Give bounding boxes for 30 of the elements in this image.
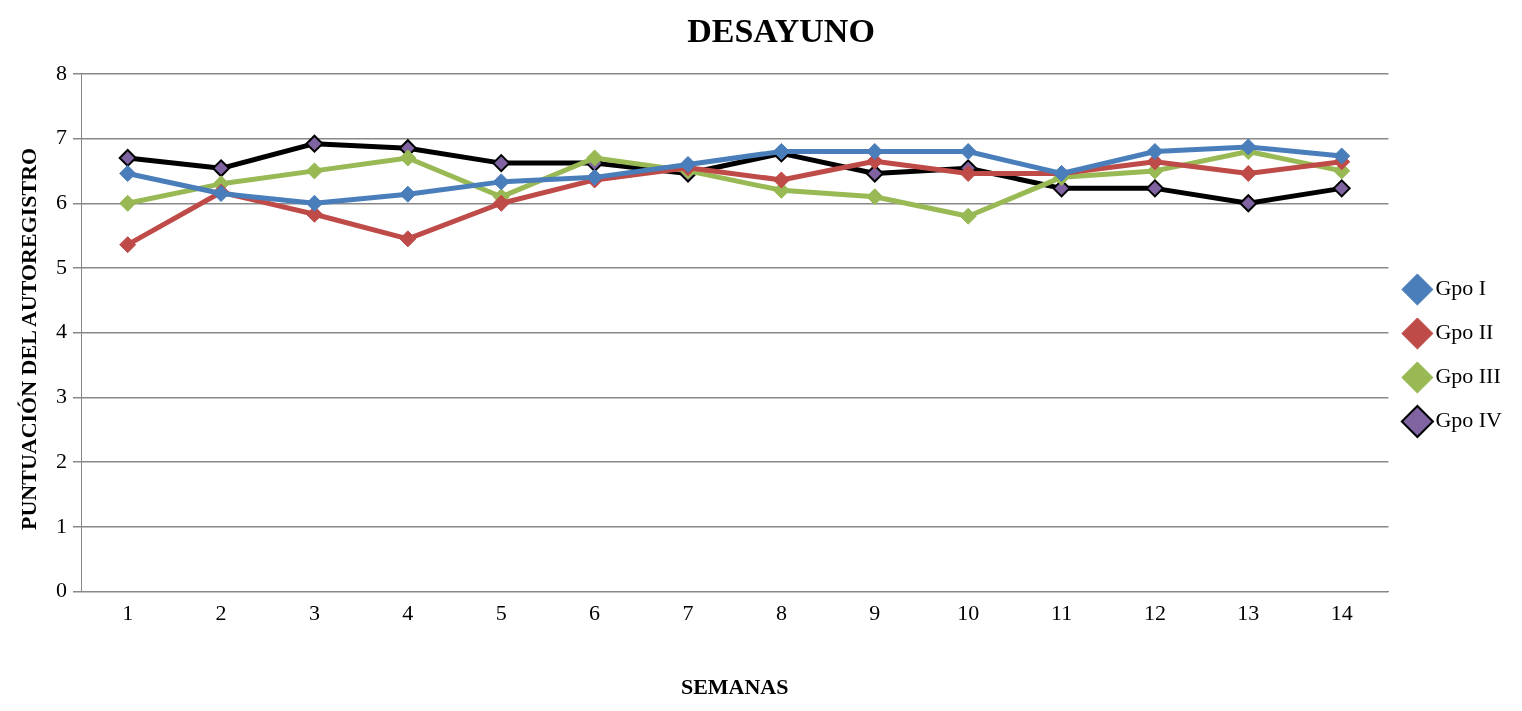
x-tick-label: 14 — [1330, 600, 1353, 626]
x-axis-title: SEMANAS — [680, 674, 789, 700]
y-tick-label: 6 — [56, 189, 67, 215]
y-tick-label: 2 — [56, 447, 67, 473]
x-tick-label: 12 — [1143, 600, 1166, 626]
x-tick-label: 5 — [495, 600, 507, 626]
x-tick-label: 3 — [308, 600, 320, 626]
y-tick-label: 4 — [56, 318, 67, 344]
x-tick-label: 9 — [869, 600, 881, 626]
x-tick-label: 6 — [589, 600, 601, 626]
y-tick-label: 3 — [56, 383, 67, 409]
x-tick-label: 4 — [402, 600, 414, 626]
x-tick-label: 1 — [122, 600, 134, 626]
y-tick-label: 0 — [56, 577, 67, 603]
y-tick-label: 1 — [56, 512, 67, 538]
chart-title: DESAYUNO — [687, 12, 875, 50]
y-tick-label: 5 — [56, 253, 67, 279]
x-tick-label: 11 — [1050, 600, 1073, 626]
x-tick-label: 13 — [1237, 600, 1260, 626]
y-axis-title: PUNTUACIÓN DEL AUTOREGISTRO — [15, 146, 42, 532]
legend-label: Gpo IV — [1435, 407, 1503, 433]
x-tick-label: 10 — [957, 600, 980, 626]
legend-label: Gpo II — [1435, 319, 1494, 345]
legend-label: Gpo III — [1435, 363, 1501, 389]
y-tick-label: 8 — [56, 59, 67, 85]
x-tick-label: 8 — [775, 600, 787, 626]
x-tick-label: 2 — [215, 600, 227, 626]
x-tick-label: 7 — [682, 600, 694, 626]
y-tick-label: 7 — [56, 124, 67, 150]
legend-label: Gpo I — [1435, 275, 1487, 301]
